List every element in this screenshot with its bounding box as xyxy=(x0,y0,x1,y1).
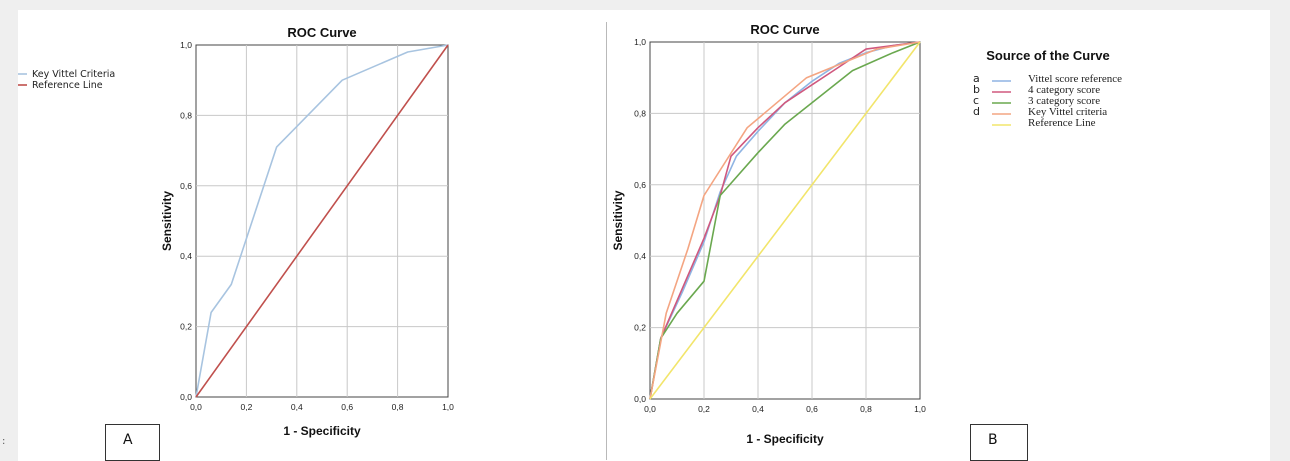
panel-label-b: B xyxy=(970,424,1028,461)
y-axis-label-b: Sensitivity xyxy=(611,190,625,250)
y-tick-label-b: 0,0 xyxy=(634,394,646,404)
x-tick-label-b: 0,2 xyxy=(698,404,710,414)
y-axis-label-a: Sensitivity xyxy=(160,191,174,251)
panel-label-a: A xyxy=(105,424,160,461)
y-tick-label-a: 0,6 xyxy=(180,181,192,191)
chart-title-a: ROC Curve xyxy=(287,25,356,40)
y-tick-label-a: 0,2 xyxy=(180,322,192,332)
x-tick-label-a: 0,8 xyxy=(392,402,404,412)
x-tick-label-b: 1,0 xyxy=(914,404,926,414)
legend-label-b-4: Reference Line xyxy=(1028,117,1096,129)
x-tick-label-b: 0,8 xyxy=(860,404,872,414)
y-tick-label-a: 0,0 xyxy=(180,392,192,402)
x-tick-label-a: 0,4 xyxy=(291,402,303,412)
y-tick-label-a: 0,8 xyxy=(180,110,192,120)
chart-title-b: ROC Curve xyxy=(750,22,819,37)
legend-title-b: Source of the Curve xyxy=(986,48,1110,63)
roc-charts-svg: 0,0 0,2 0,4 0,6 0,8 1,0 0,0 0,2 0,4 0,6 0,8 1,0 ROC … xyxy=(18,10,1270,461)
y-tick-label-a: 0,4 xyxy=(180,251,192,261)
x-axis-label-a: 1 - Specificity xyxy=(283,424,361,438)
x-tick-label-a: 0,0 xyxy=(190,402,202,412)
legend-label-a-1: Reference Line xyxy=(32,80,103,91)
panel-divider xyxy=(606,22,607,460)
y-tick-label-a: 1,0 xyxy=(180,40,192,50)
stray-mark: : xyxy=(2,436,5,447)
y-tick-label-b: 1,0 xyxy=(634,37,646,47)
x-tick-label-a: 0,6 xyxy=(341,402,353,412)
x-tick-label-a: 0,2 xyxy=(240,402,252,412)
y-tick-label-b: 0,6 xyxy=(634,180,646,190)
legend-letter-b-3: d xyxy=(973,105,980,118)
y-tick-label-b: 0,4 xyxy=(634,251,646,261)
x-tick-label-a: 1,0 xyxy=(442,402,454,412)
x-axis-label-b: 1 - Specificity xyxy=(746,432,824,446)
y-tick-label-b: 0,2 xyxy=(634,323,646,333)
x-tick-label-b: 0,4 xyxy=(752,404,764,414)
x-tick-label-b: 0,6 xyxy=(806,404,818,414)
roc-figure: 0,0 0,2 0,4 0,6 0,8 1,0 0,0 0,2 0,4 0,6 0,8 1,0 ROC … xyxy=(18,10,1270,461)
legend-label-a-0: Key Vittel Criteria xyxy=(32,69,115,80)
y-tick-label-b: 0,8 xyxy=(634,108,646,118)
x-tick-label-b: 0,0 xyxy=(644,404,656,414)
